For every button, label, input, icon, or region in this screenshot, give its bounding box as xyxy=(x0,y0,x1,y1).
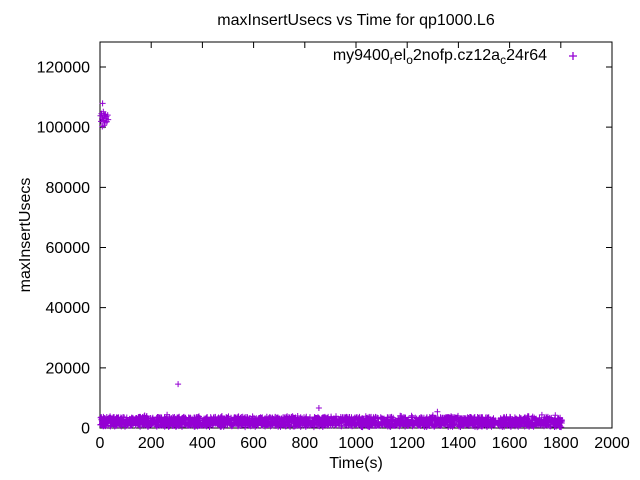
x-tick-label: 1000 xyxy=(338,435,374,452)
x-tick-label: 200 xyxy=(138,435,165,452)
x-tick-label: 0 xyxy=(96,435,105,452)
x-tick-label: 1400 xyxy=(441,435,477,452)
x-tick-label: 2000 xyxy=(594,435,630,452)
y-tick-label: 120000 xyxy=(37,59,90,76)
axis-tick-labels: 0 200 400 600 800 1000 1200 1400 1600 1800 2000020… xyxy=(37,59,630,452)
legend-plus-marker xyxy=(569,52,577,60)
x-tick-label: 1600 xyxy=(492,435,528,452)
plot-border xyxy=(99,41,613,429)
x-tick-label: 1200 xyxy=(389,435,425,452)
y-axis-label: maxInsertUsecs xyxy=(17,178,34,293)
y-tick-label: 100000 xyxy=(37,120,90,137)
y-tick-label: 60000 xyxy=(46,240,91,257)
series-plus-markers xyxy=(97,100,565,431)
y-tick-label: 40000 xyxy=(46,300,91,317)
chart-title: maxInsertUsecs vs Time for qp1000.L6 xyxy=(217,12,495,29)
x-axis-label: Time(s) xyxy=(329,455,383,472)
y-tick-label: 80000 xyxy=(46,180,91,197)
x-tick-label: 800 xyxy=(291,435,318,452)
y-tick-label: 20000 xyxy=(46,360,91,377)
data-points xyxy=(97,100,565,431)
legend-series-label: my9400relo2nofp.cz12ac24r64 xyxy=(333,47,547,67)
legend: my9400relo2nofp.cz12ac24r64 xyxy=(333,47,577,67)
x-tick-label: 600 xyxy=(240,435,267,452)
x-tick-label: 1800 xyxy=(543,435,579,452)
x-tick-label: 400 xyxy=(189,435,216,452)
axis-ticks xyxy=(99,42,613,429)
y-tick-label: 0 xyxy=(81,421,90,438)
